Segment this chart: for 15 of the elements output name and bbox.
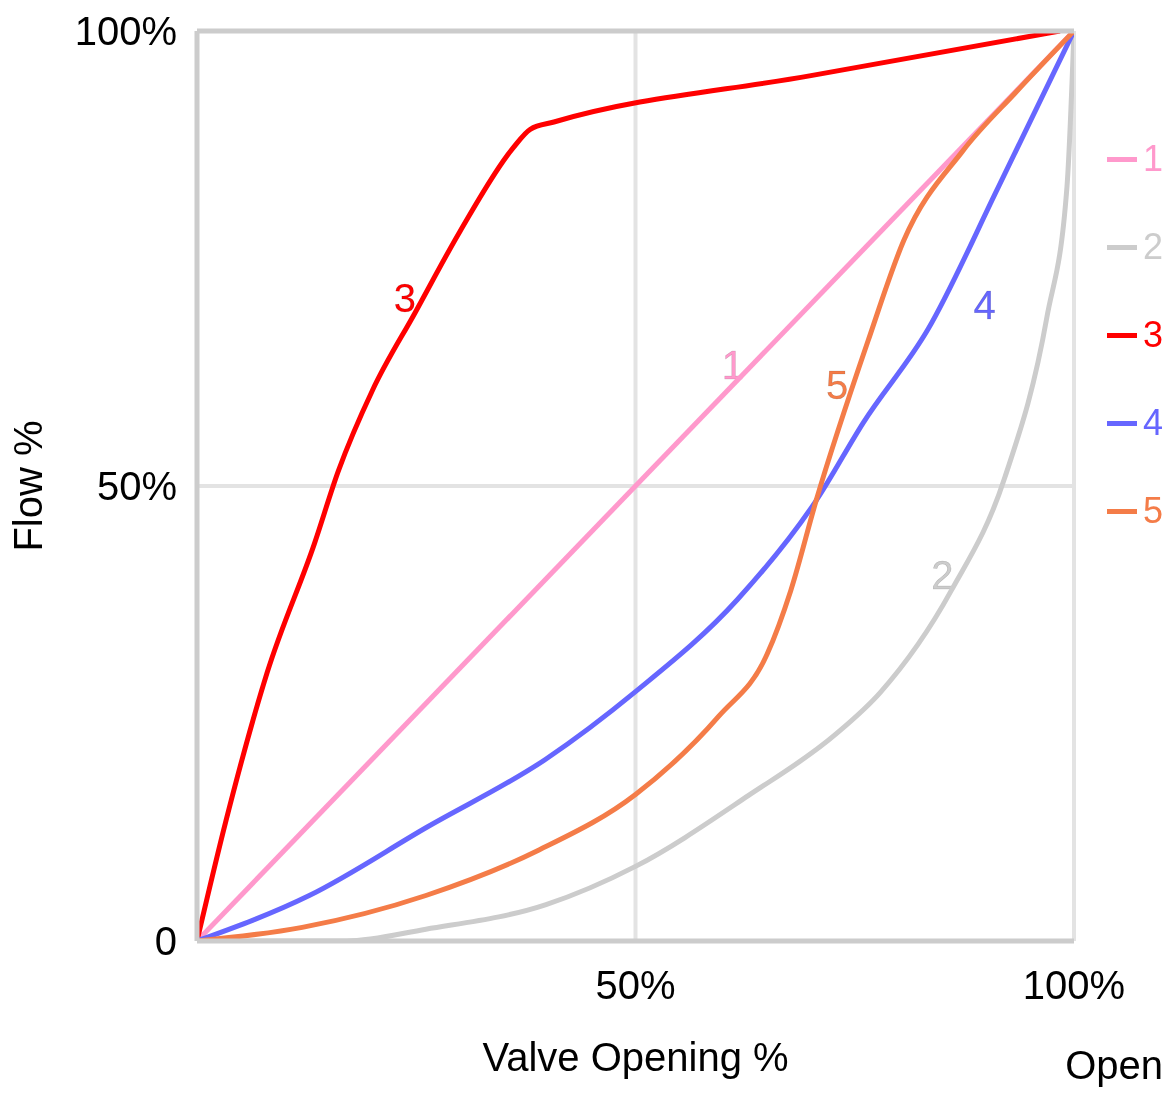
y-tick-label: 50%: [96, 464, 177, 509]
legend-label: 1: [1142, 138, 1163, 180]
legend-label: 4: [1142, 402, 1163, 444]
legend-label: 3: [1142, 314, 1163, 356]
x-axis-title: Valve Opening %: [482, 1035, 789, 1079]
text: 2: [931, 553, 954, 598]
text: 3: [393, 275, 416, 320]
text: 4: [973, 282, 996, 327]
y-tick-label: 0: [154, 919, 177, 964]
y-tick-label: 100%: [74, 9, 177, 54]
text: Open: [1065, 1043, 1163, 1088]
text: 5: [826, 362, 849, 407]
text: 1: [721, 342, 744, 387]
y-axis-title: Flow %: [6, 420, 51, 552]
legend-label: 5: [1142, 490, 1163, 532]
